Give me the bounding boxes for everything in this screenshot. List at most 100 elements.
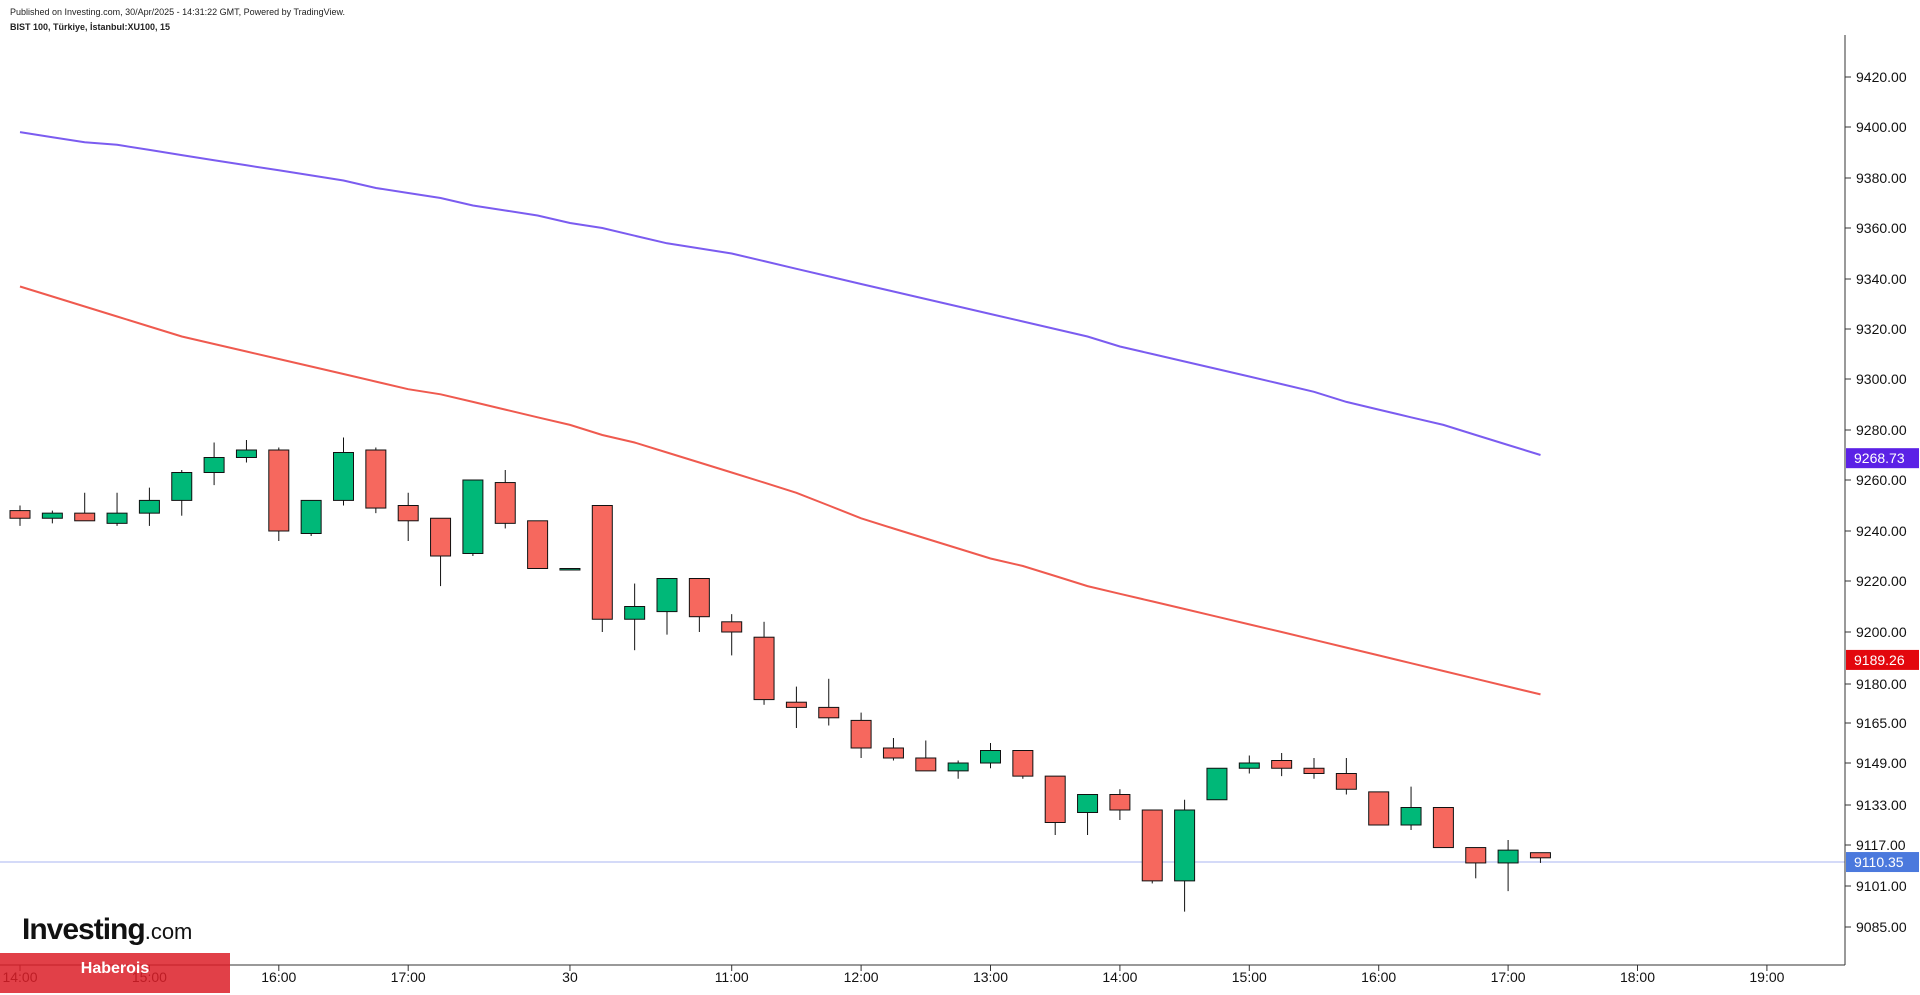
candle[interactable] <box>333 437 354 506</box>
price-badge: 9189.26 <box>1846 649 1919 670</box>
logo-brand: Investing <box>22 913 146 946</box>
chart-header: Published on Investing.com, 30/Apr/2025 … <box>10 6 345 33</box>
candle[interactable] <box>138 487 160 526</box>
candle-body <box>333 452 354 501</box>
candle[interactable] <box>106 492 128 526</box>
candle[interactable] <box>1432 807 1454 849</box>
candle[interactable] <box>1238 755 1260 774</box>
watermark-banner: Haberois <box>0 953 230 993</box>
candle[interactable] <box>430 517 452 587</box>
candle[interactable] <box>882 738 904 761</box>
plot-area[interactable] <box>0 131 1845 912</box>
candle[interactable] <box>171 470 193 516</box>
candle-body <box>624 606 646 620</box>
candle[interactable] <box>1529 852 1551 863</box>
candle-body <box>785 701 807 708</box>
price-tick-label: 9085.00 <box>1856 919 1907 935</box>
candle-body <box>850 719 872 749</box>
candle-body <box>171 472 193 501</box>
ma-line-slow[interactable] <box>19 131 1541 456</box>
candle[interactable] <box>268 447 290 542</box>
time-tick-label: 13:00 <box>973 969 1008 985</box>
candle[interactable] <box>1465 847 1487 879</box>
time-tick-label: 17:00 <box>391 969 426 985</box>
candle[interactable] <box>753 621 775 705</box>
investing-logo: Investing.com <box>22 913 192 947</box>
candle[interactable] <box>494 470 516 529</box>
candle-body <box>882 747 904 759</box>
candle-body <box>1077 794 1099 813</box>
candle-body <box>947 762 969 772</box>
candle-body <box>591 505 613 620</box>
candle[interactable] <box>1303 758 1325 779</box>
candle[interactable] <box>365 447 387 514</box>
candle-body <box>527 520 549 569</box>
price-tick-label: 9180.00 <box>1856 676 1907 692</box>
candle-body <box>688 578 710 618</box>
candle-body <box>1012 750 1034 777</box>
time-axis[interactable]: 14:0015:0016:0017:003011:0012:0013:0014:… <box>0 964 1845 985</box>
candle[interactable] <box>300 499 322 536</box>
price-tick-label: 9101.00 <box>1856 878 1907 894</box>
price-tick-label: 9300.00 <box>1856 371 1907 387</box>
candle[interactable] <box>1206 767 1228 801</box>
candle[interactable] <box>1109 789 1131 820</box>
candle[interactable] <box>721 614 743 656</box>
candle[interactable] <box>624 583 646 651</box>
candle-body <box>9 510 31 519</box>
symbol-title: BIST 100, Türkiye, İstanbul:XU100, 15 <box>10 22 171 32</box>
candle[interactable] <box>947 760 969 779</box>
price-tick-label: 9133.00 <box>1856 797 1907 813</box>
candle[interactable] <box>1335 758 1357 795</box>
candle[interactable] <box>203 442 225 486</box>
candle[interactable] <box>9 505 31 526</box>
candle[interactable] <box>462 479 484 556</box>
candle[interactable] <box>1400 786 1422 830</box>
price-tick-label: 9260.00 <box>1856 472 1907 488</box>
price-tick-label: 9200.00 <box>1856 624 1907 640</box>
candle-body <box>818 706 840 719</box>
candle[interactable] <box>785 686 807 728</box>
candle[interactable] <box>980 743 1001 769</box>
candle-body <box>1238 762 1260 769</box>
time-tick-label: 12:00 <box>844 969 879 985</box>
candle[interactable] <box>397 492 419 541</box>
candle-body <box>74 512 96 522</box>
candle[interactable] <box>1497 840 1519 892</box>
candle[interactable] <box>818 678 840 726</box>
candle[interactable] <box>1077 794 1099 836</box>
candle[interactable] <box>1044 775 1066 835</box>
candle[interactable] <box>235 440 257 463</box>
candle[interactable] <box>850 712 872 758</box>
price-badge-label: 9189.26 <box>1854 652 1905 668</box>
ma-line-fast[interactable] <box>19 285 1541 696</box>
price-tick-label: 9280.00 <box>1856 422 1907 438</box>
candle[interactable] <box>1141 809 1163 884</box>
candle[interactable] <box>1012 750 1034 779</box>
price-badge-label: 9110.35 <box>1854 854 1904 870</box>
candle[interactable] <box>527 520 549 569</box>
candle[interactable] <box>74 492 96 522</box>
candle-body <box>1044 775 1066 823</box>
price-tick-label: 9400.00 <box>1856 119 1907 135</box>
candle-body <box>1529 852 1551 859</box>
price-tick-label: 9340.00 <box>1856 271 1907 287</box>
candle-body <box>203 457 225 473</box>
candle[interactable] <box>688 578 710 633</box>
candle[interactable] <box>1271 753 1293 777</box>
candle[interactable] <box>656 578 678 635</box>
candle-body <box>397 505 419 522</box>
candle[interactable] <box>41 510 63 524</box>
candle[interactable] <box>915 740 937 772</box>
candle[interactable] <box>591 505 613 633</box>
candle[interactable] <box>559 568 581 571</box>
candle[interactable] <box>1368 791 1390 826</box>
candle[interactable] <box>1174 799 1196 912</box>
candle-body <box>462 479 484 554</box>
time-tick-label: 16:00 <box>1361 969 1396 985</box>
candle-body <box>1271 760 1293 769</box>
price-axis[interactable]: 9420.00 9400.00 9380.00 9360.00 9340.00 9320.… <box>1844 35 1907 965</box>
price-tick-label: 9149.00 <box>1856 755 1907 771</box>
candle-body <box>1400 807 1422 826</box>
